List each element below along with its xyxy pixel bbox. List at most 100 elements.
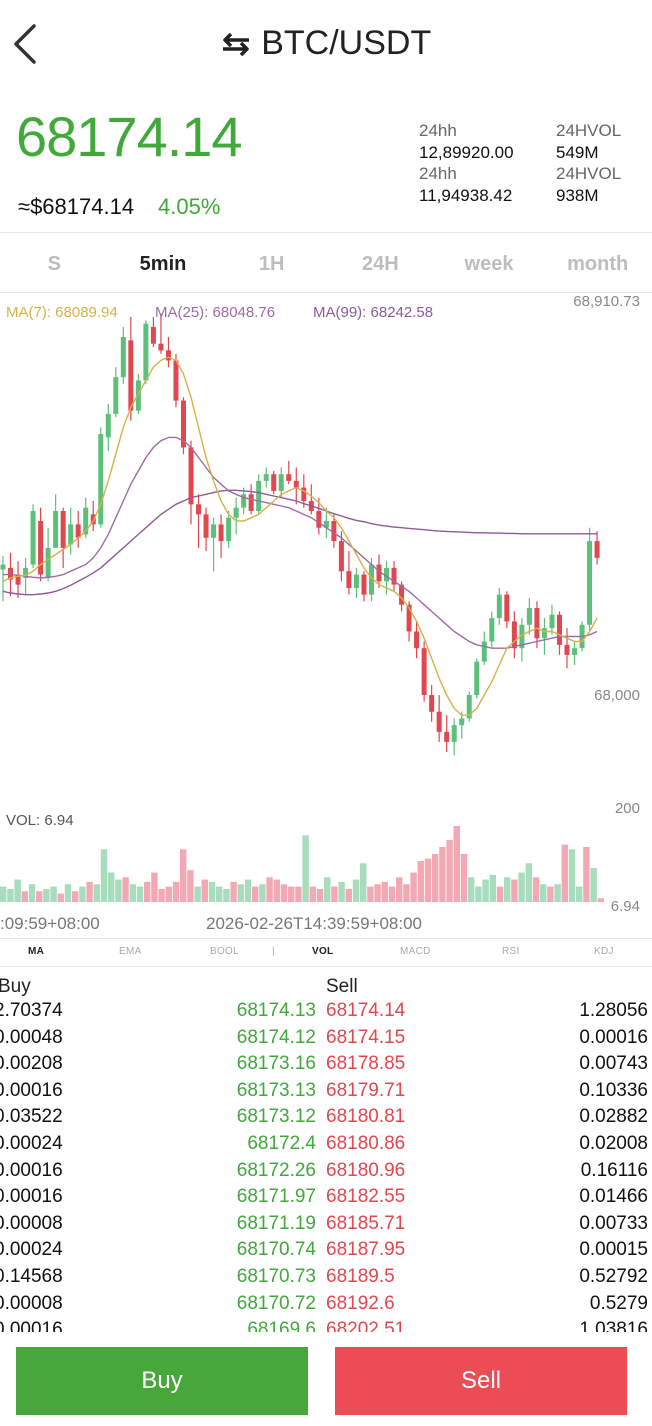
candle-body [466, 695, 472, 719]
orderbook-row[interactable]: 0.00016 68172.26 68180.96 0.16116 [0, 1158, 652, 1185]
candle-body [511, 621, 517, 649]
pair-selector[interactable]: BTC/USDT [0, 24, 652, 64]
candle-body [150, 326, 156, 344]
volume-bar [72, 891, 79, 902]
volume-axis-max: 200 [614, 800, 640, 817]
volume-bar [50, 886, 57, 902]
volume-bar [194, 886, 201, 902]
buy-price: 68172.4 [247, 1132, 316, 1154]
candle-body [75, 524, 81, 538]
tab-week[interactable]: week [464, 253, 514, 275]
volume-bar [151, 872, 158, 902]
buy-quantity: 0.14568 [0, 1265, 63, 1287]
sell-quantity: 1.28056 [579, 1000, 648, 1021]
candle-body [128, 340, 134, 411]
indicator-rsi[interactable]: RSI [502, 946, 520, 957]
buy-price: 68173.13 [236, 1079, 316, 1101]
buy-quantity: 0.00008 [0, 1292, 63, 1314]
tab-1h[interactable]: 1H [258, 253, 285, 275]
buy-quantity: 0.00208 [0, 1053, 63, 1075]
candle-body [23, 567, 29, 578]
candle-body [338, 541, 344, 572]
sell-quantity: 0.10336 [579, 1079, 648, 1101]
sell-price: 68192.6 [326, 1292, 395, 1314]
buy-price: 68170.72 [236, 1292, 316, 1314]
orderbook-row[interactable]: 0.00208 68173.16 68178.85 0.00743 [0, 1051, 652, 1078]
volume-bar [381, 881, 388, 902]
candle-body [278, 474, 284, 491]
candle-body [399, 584, 405, 605]
sell-price: 68180.96 [326, 1159, 406, 1181]
orderbook-row[interactable]: 2.70374 68174.13 68174.14 1.28056 [0, 998, 652, 1025]
buy-button[interactable]: Buy [16, 1347, 308, 1415]
tab-month[interactable]: month [567, 253, 629, 275]
orderbook-row[interactable]: 0.00048 68174.12 68174.15 0.00016 [0, 1025, 652, 1052]
orderbook-row[interactable]: 0.00016 68169.6 68202.51 1.03816 [0, 1317, 652, 1332]
sell-quantity: 1.03816 [579, 1319, 648, 1332]
orderbook-row[interactable]: 0.14568 68170.73 68189.5 0.52792 [0, 1264, 652, 1291]
candle-body [368, 564, 374, 595]
candle-body [496, 594, 502, 619]
orderbook-row[interactable]: 0.00024 68172.4 68180.86 0.02008 [0, 1131, 652, 1158]
interval-tabs: S 5min 1H 24H week month [0, 236, 652, 292]
volume-bar [561, 844, 568, 902]
divider [0, 232, 652, 233]
volume-bar [352, 879, 360, 902]
candle-body [534, 608, 540, 639]
volume-bar [446, 839, 453, 902]
volume-bar [489, 874, 496, 902]
volume-bar [86, 881, 93, 902]
buy-price: 68171.19 [236, 1212, 316, 1234]
orderbook-row[interactable]: 0.03522 68173.12 68180.81 0.02882 [0, 1104, 652, 1131]
buy-quantity: 0.00016 [0, 1079, 63, 1101]
volume-bar [223, 888, 230, 902]
orderbook-row[interactable]: 0.00024 68170.74 68187.95 0.00015 [0, 1237, 652, 1264]
volume-bar [172, 881, 180, 902]
price-axis-high: 68,910.73 [573, 293, 640, 310]
volume-bar [504, 877, 511, 902]
indicator-vol[interactable]: VOL [312, 946, 334, 957]
volume-bar [590, 867, 597, 902]
candle-body [384, 567, 390, 582]
volume-bar [460, 853, 468, 902]
candle-body [30, 511, 36, 565]
candle-body [226, 517, 232, 542]
indicator-ema[interactable]: EMA [119, 946, 142, 957]
sell-quantity: 0.02882 [579, 1106, 648, 1128]
orderbook-row[interactable]: 0.00008 68170.72 68192.6 0.5279 [0, 1291, 652, 1318]
orderbook-row[interactable]: 0.00016 68173.13 68179.71 0.10336 [0, 1078, 652, 1105]
orderbook-row[interactable]: 0.00008 68171.19 68185.71 0.00733 [0, 1211, 652, 1238]
tab-5min[interactable]: 5min [139, 253, 187, 275]
volume-bar [331, 886, 338, 902]
candle-body [323, 521, 329, 528]
chevron-left-icon [14, 24, 36, 64]
buy-quantity: 0.00016 [0, 1186, 63, 1208]
indicator-ma[interactable]: MA [28, 946, 45, 957]
volume-bar [525, 863, 532, 902]
indicator-kdj[interactable]: KDJ [594, 946, 614, 957]
buy-quantity: 0.00016 [0, 1319, 63, 1332]
orderbook-row[interactable]: 0.00016 68171.97 68182.55 0.01466 [0, 1184, 652, 1211]
volume-bar [136, 886, 144, 902]
volume-bar [410, 872, 417, 902]
volume-bar [360, 863, 367, 902]
pair-title: BTC/USDT [261, 24, 432, 62]
volume-bar [316, 888, 324, 902]
sell-price: 68189.5 [326, 1265, 395, 1287]
tab-s[interactable]: S [47, 253, 61, 275]
indicator-macd[interactable]: MACD [400, 946, 431, 957]
candle-body [60, 511, 66, 548]
candle-body [421, 648, 427, 696]
candle-body [271, 474, 277, 491]
sell-button[interactable]: Sell [335, 1347, 627, 1415]
back-button[interactable] [10, 22, 42, 66]
top-bar: BTC/USDT [0, 0, 652, 90]
volume-bar [496, 886, 504, 902]
sell-price: 68178.85 [326, 1053, 406, 1075]
sell-quantity: 0.02008 [579, 1132, 648, 1154]
indicator-bool[interactable]: BOOL [210, 946, 239, 957]
tab-24h[interactable]: 24H [362, 253, 399, 275]
candlestick-chart[interactable] [0, 292, 652, 938]
volume-bar [511, 879, 518, 902]
volume-bar [237, 884, 244, 902]
